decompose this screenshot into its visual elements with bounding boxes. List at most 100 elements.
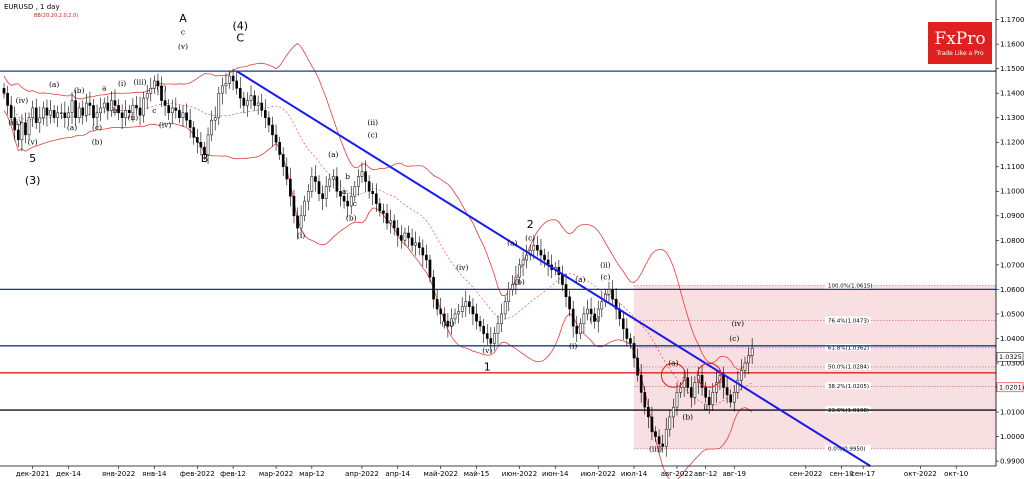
candle-body: [238, 88, 242, 99]
candle-body: [174, 107, 178, 111]
fib-level-label: 0.0%(0.9950): [828, 447, 866, 453]
candle: [650, 406, 654, 441]
wave-labels: (iv) (v) 5 (3) (iii) (a) (b) a (i) (iii) (v) (a) (c)…: [8, 12, 744, 453]
y-tick-label: 1.0100: [1000, 408, 1024, 416]
candle: [188, 108, 192, 138]
wave-label: (c): [368, 130, 378, 139]
candle: [289, 167, 292, 207]
candle: [99, 97, 102, 122]
candle-body: [664, 428, 668, 447]
y-tick-label: 1.1500: [1000, 65, 1024, 73]
candle: [686, 368, 690, 394]
candle: [593, 307, 596, 329]
candle-body: [493, 333, 496, 344]
x-tick-label: дек-2021: [16, 470, 50, 478]
candle: [607, 282, 611, 304]
y-tick-label: 1.0800: [1000, 237, 1024, 245]
current-price-label: 1.0325: [999, 353, 1022, 361]
candle: [9, 96, 13, 125]
candle-body: [95, 112, 99, 118]
fib-level-label: 50.0%(1.0284): [828, 365, 869, 371]
candle-body: [417, 242, 421, 248]
candle: [507, 282, 511, 311]
candle: [324, 176, 328, 208]
candle-body: [750, 348, 754, 356]
candle: [181, 105, 185, 128]
candle: [281, 147, 285, 177]
candle-body: [117, 105, 120, 114]
candle: [163, 89, 167, 116]
wave-label: (iv): [16, 96, 29, 105]
wave-label: c: [152, 106, 156, 115]
wave-label: (iii): [441, 319, 454, 328]
candle-body: [507, 289, 511, 302]
candle-body: [711, 392, 715, 405]
candle: [367, 175, 371, 199]
candle: [654, 426, 657, 442]
candle-body: [446, 321, 450, 327]
wave-label: (iii): [649, 444, 662, 453]
y-tick-label: 1.0300: [1000, 359, 1024, 367]
candle: [256, 95, 260, 115]
fib-label-bg: [825, 316, 871, 324]
candle-body: [70, 100, 74, 114]
candle: [138, 96, 142, 126]
candle-body: [221, 85, 224, 94]
wave-label: (v): [178, 42, 188, 51]
candle: [614, 287, 618, 320]
candle-body: [564, 284, 568, 298]
candle: [500, 303, 503, 333]
candle-body: [403, 232, 407, 241]
candle: [521, 251, 525, 277]
candle-body: [81, 107, 85, 116]
candle-body: [428, 259, 432, 278]
candle: [668, 410, 672, 437]
candle-body: [636, 357, 639, 376]
candle-body: [292, 195, 296, 217]
candle: [407, 225, 410, 248]
wave-label: (c): [525, 233, 535, 242]
candle: [238, 77, 242, 109]
candle: [732, 385, 736, 412]
candle: [425, 244, 428, 269]
candle-body: [289, 178, 292, 197]
x-tick-label: янв-14: [142, 470, 167, 478]
candle: [611, 280, 614, 306]
candle-body: [679, 387, 682, 393]
wave-label: (i): [297, 231, 305, 240]
candle-body: [353, 186, 357, 197]
candle-body: [725, 387, 729, 396]
candle-body: [124, 110, 128, 118]
candle: [568, 290, 571, 317]
candle-body: [285, 166, 289, 180]
candle: [747, 347, 750, 375]
x-tick-label: июн-2022: [502, 470, 537, 478]
candle-body: [672, 406, 675, 418]
candle: [120, 104, 124, 130]
candle: [67, 106, 70, 126]
candle-body: [156, 80, 160, 87]
candle: [228, 70, 231, 89]
candle-body: [407, 232, 410, 239]
candle: [446, 312, 450, 338]
candle: [725, 377, 729, 404]
candle-body: [88, 102, 92, 106]
candle: [385, 204, 389, 230]
candle: [700, 364, 704, 396]
candle: [442, 307, 446, 329]
candle: [396, 219, 400, 247]
candle: [378, 198, 382, 217]
wave-label: c: [181, 27, 185, 36]
candle-body: [328, 178, 332, 187]
candle: [52, 104, 56, 124]
candle-body: [321, 193, 324, 199]
candle: [625, 318, 629, 347]
candle-body: [704, 387, 707, 398]
candle: [314, 165, 317, 192]
candle-body: [203, 146, 206, 155]
candle-body: [442, 313, 446, 322]
x-tick-label: июл-14: [621, 470, 648, 478]
candle-body: [27, 117, 31, 136]
candle: [421, 239, 425, 267]
wave-label: (a): [49, 80, 59, 89]
